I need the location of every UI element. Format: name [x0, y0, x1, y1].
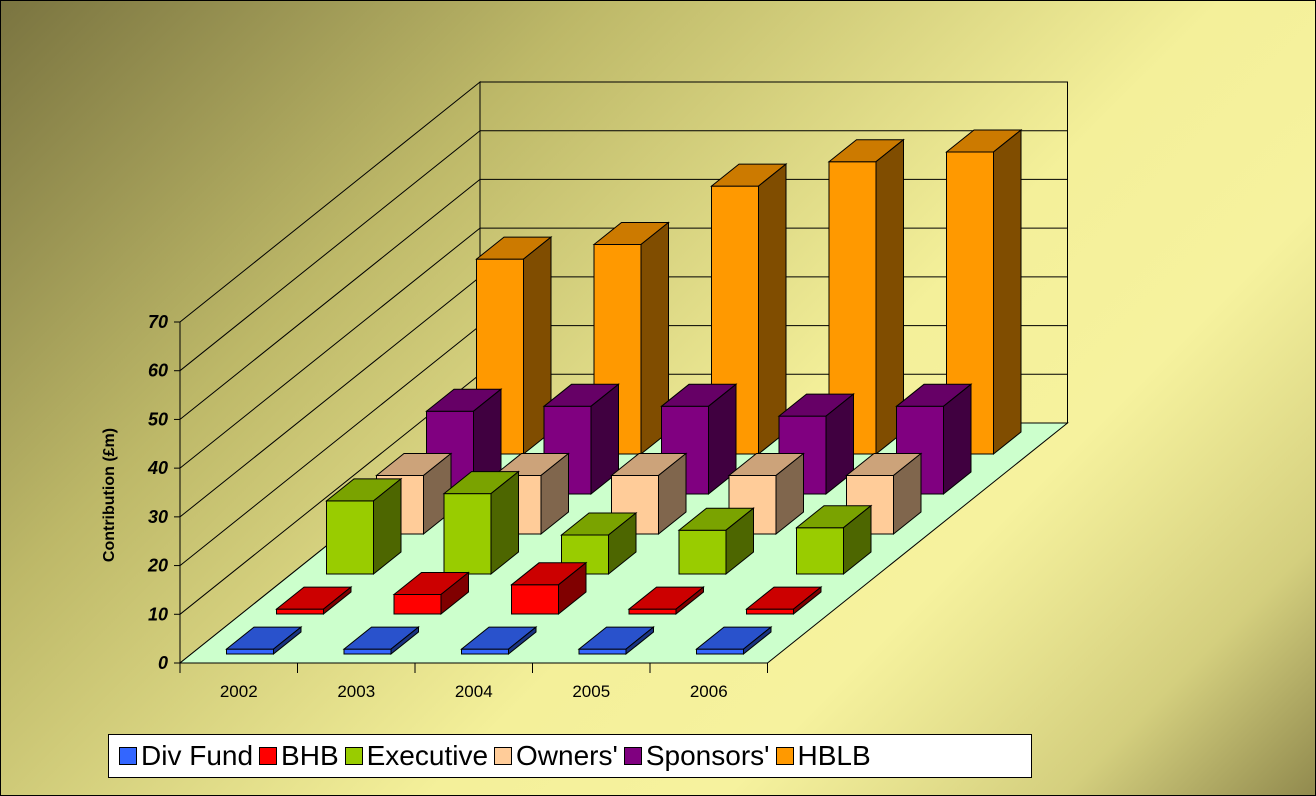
legend-item: BHB — [259, 740, 339, 772]
y-tick-label: 10 — [148, 604, 168, 624]
bars — [225, 128, 1023, 656]
x-tick-label: 2006 — [690, 682, 728, 701]
x-tick-label: 2004 — [455, 682, 493, 701]
legend-swatch — [119, 747, 137, 765]
legend-label: Sponsors' — [645, 740, 770, 771]
legend: Div Fund BHB Executive Owners' Sponsors' HBLB — [108, 734, 1032, 778]
y-tick-label: 20 — [147, 556, 168, 576]
bar-divfund-2003 — [342, 626, 420, 656]
bar-bhb-2002 — [275, 586, 353, 616]
y-tick-label: 0 — [158, 653, 168, 673]
legend-label: Div Fund — [141, 740, 254, 771]
legend-swatch — [775, 747, 794, 765]
y-tick-label: 70 — [148, 312, 168, 332]
bar-hblb-2006 — [945, 128, 1023, 456]
bar-executive-2005 — [677, 507, 755, 576]
x-tick-label: 2005 — [572, 682, 610, 701]
bar-executive-2002 — [325, 477, 403, 576]
bar-owners-2006 — [845, 452, 923, 536]
y-tick-label: 40 — [147, 458, 168, 478]
y-tick-label: 60 — [148, 361, 168, 381]
bar-executive-2003 — [442, 470, 520, 576]
legend-swatch — [259, 747, 278, 765]
bar-executive-2006 — [795, 504, 873, 576]
category-axis: 2002 2003 2004 2005 2006 — [179, 662, 768, 701]
x-tick-label: 2003 — [337, 682, 375, 701]
legend-item: Executive — [344, 740, 489, 772]
legend-item: Owners' — [494, 740, 618, 772]
legend-label: HBLB — [797, 740, 871, 771]
bar-bhb-2006 — [745, 586, 823, 616]
legend-label: Executive — [366, 740, 489, 771]
y-axis-title: Contribution (£m) — [101, 428, 118, 562]
bar-bhb-2004 — [510, 561, 588, 616]
legend-label: Owners' — [516, 740, 618, 771]
legend-swatch — [344, 747, 363, 765]
legend-item: Sponsors' — [623, 740, 770, 772]
bar-bhb-2003 — [392, 571, 470, 616]
legend-label: BHB — [281, 740, 339, 771]
gridline — [179, 130, 1068, 372]
y-tick-label: 30 — [148, 507, 168, 527]
bar-divfund-2004 — [460, 626, 538, 656]
legend-swatch — [494, 747, 513, 765]
bar-divfund-2002 — [225, 626, 303, 656]
bar-divfund-2006 — [695, 626, 773, 656]
value-axis: 0 10 20 30 40 50 60 70 — [147, 312, 181, 673]
y-tick-label: 50 — [148, 409, 168, 429]
legend-swatch — [623, 747, 642, 765]
legend-item: Div Fund — [119, 740, 253, 772]
bar-bhb-2005 — [627, 586, 705, 616]
legend-item: HBLB — [775, 740, 871, 772]
bar-hblb-2005 — [827, 138, 905, 456]
bar-divfund-2005 — [577, 626, 655, 656]
x-tick-label: 2002 — [220, 682, 258, 701]
